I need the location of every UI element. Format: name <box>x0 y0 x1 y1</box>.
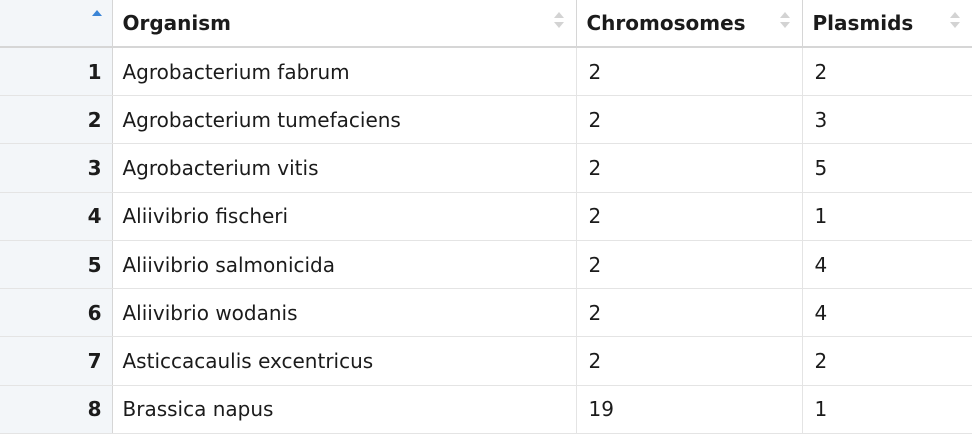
cell-organism: Brassica napus <box>112 385 577 434</box>
column-header-label: Chromosomes <box>586 11 746 35</box>
table-row: 1 Agrobacterium fabrum 2 2 <box>0 47 972 97</box>
cell-chromosomes: 2 <box>576 47 803 97</box>
row-index: 6 <box>0 288 113 338</box>
sort-icon[interactable] <box>553 12 564 30</box>
row-index: 2 <box>0 95 113 145</box>
cell-chromosomes: 2 <box>576 143 803 193</box>
cell-plasmids: 4 <box>802 240 972 290</box>
sort-ascending-icon[interactable] <box>91 10 102 28</box>
cell-plasmids: 4 <box>802 288 972 338</box>
row-index: 7 <box>0 336 113 386</box>
table-row: 6 Aliivibrio wodanis 2 4 <box>0 288 972 338</box>
header-row: Organism Chromosomes Plasmids <box>0 0 972 48</box>
table-row: 4 Aliivibrio fischeri 2 1 <box>0 192 972 241</box>
table-row: 3 Agrobacterium vitis 2 5 <box>0 143 972 193</box>
cell-organism: Aliivibrio wodanis <box>112 288 577 338</box>
cell-chromosomes: 2 <box>576 95 803 145</box>
cell-organism: Agrobacterium vitis <box>112 143 577 193</box>
cell-chromosomes: 2 <box>576 240 803 290</box>
column-header-label: Organism <box>122 11 232 35</box>
cell-chromosomes: 2 <box>576 288 803 338</box>
column-header-chromosomes[interactable]: Chromosomes <box>576 0 803 48</box>
cell-organism: Agrobacterium fabrum <box>112 47 577 97</box>
table-body: 1 Agrobacterium fabrum 2 2 2 Agrobacteri… <box>0 47 972 434</box>
cell-plasmids: 1 <box>802 385 972 434</box>
row-index: 1 <box>0 47 113 97</box>
column-header-index[interactable] <box>0 0 113 48</box>
table-row: 5 Aliivibrio salmonicida 2 4 <box>0 240 972 290</box>
column-header-organism[interactable]: Organism <box>112 0 577 48</box>
row-index: 5 <box>0 240 113 290</box>
cell-chromosomes: 2 <box>576 192 803 241</box>
cell-organism: Agrobacterium tumefaciens <box>112 95 577 145</box>
cell-organism: Aliivibrio fischeri <box>112 192 577 241</box>
cell-chromosomes: 2 <box>576 336 803 386</box>
cell-organism: Asticcacaulis excentricus <box>112 336 577 386</box>
cell-organism: Aliivibrio salmonicida <box>112 240 577 290</box>
cell-chromosomes: 19 <box>576 385 803 434</box>
sort-icon[interactable] <box>779 12 790 30</box>
cell-plasmids: 3 <box>802 95 972 145</box>
table-row: 2 Agrobacterium tumefaciens 2 3 <box>0 95 972 145</box>
cell-plasmids: 5 <box>802 143 972 193</box>
sort-icon[interactable] <box>949 12 960 30</box>
row-index: 8 <box>0 385 113 434</box>
cell-plasmids: 2 <box>802 47 972 97</box>
cell-plasmids: 2 <box>802 336 972 386</box>
column-header-plasmids[interactable]: Plasmids <box>802 0 972 48</box>
row-index: 4 <box>0 192 113 241</box>
column-header-label: Plasmids <box>812 11 914 35</box>
table-row: 7 Asticcacaulis excentricus 2 2 <box>0 336 972 386</box>
table-header: Organism Chromosomes Plasmids <box>0 0 972 48</box>
cell-plasmids: 1 <box>802 192 972 241</box>
table-row: 8 Brassica napus 19 1 <box>0 385 972 434</box>
row-index: 3 <box>0 143 113 193</box>
